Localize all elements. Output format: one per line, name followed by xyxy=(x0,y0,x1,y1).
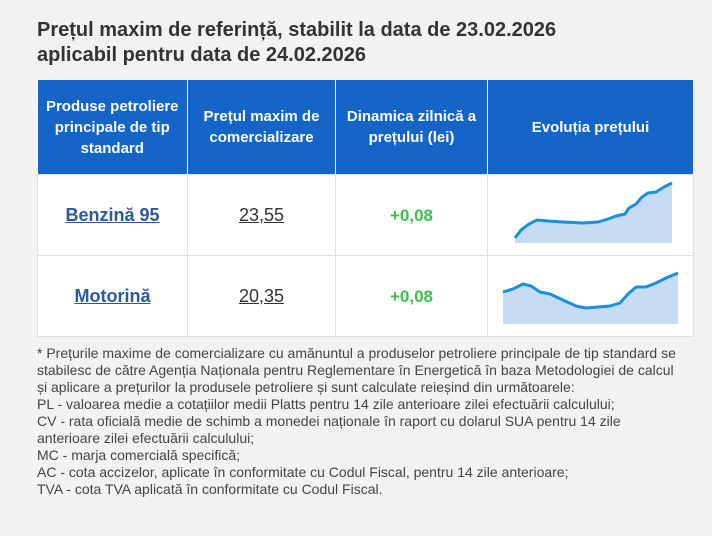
product-link[interactable]: Benzină 95 xyxy=(65,204,160,225)
row: Benzină 95 23,55 +0,08 xyxy=(37,174,694,256)
column-header: Dinamica zilnică a prețului (lei) xyxy=(335,80,488,175)
column-header: Evoluția prețului xyxy=(487,80,694,175)
footnote-line: PL - valoarea medie a cotațiilor medii P… xyxy=(37,396,615,412)
header-row: Produse petroliere principale de tip sta… xyxy=(37,80,694,175)
column-header: Prețul maxim de comercializare xyxy=(187,80,336,175)
price[interactable]: 20,35 xyxy=(238,285,285,306)
price-table: Produse petroliere principale de tip sta… xyxy=(37,80,694,337)
title-line: aplicabil pentru data de 24.02.2026 xyxy=(37,44,367,66)
footnote-line: MC - marja comercială specifică; xyxy=(37,447,241,463)
footnote-line: TVA - cota TVA aplicată în conformitate … xyxy=(37,481,383,497)
footnote-line: CV - rata oficială medie de schimb a mon… xyxy=(37,413,621,446)
title: Prețul maxim de referință, stabilit la d… xyxy=(37,18,693,68)
footnote: * Prețurile maxime de comercializare cu … xyxy=(37,345,687,498)
footnote-line: AC - cota accizelor, aplicate în conform… xyxy=(37,464,569,480)
title-line: Prețul maxim de referință, stabilit la d… xyxy=(37,19,557,41)
column-header: Produse petroliere principale de tip sta… xyxy=(37,80,188,175)
change: +0,08 xyxy=(389,205,433,225)
sparkline xyxy=(502,271,679,324)
price[interactable]: 23,55 xyxy=(238,204,285,225)
change: +0,08 xyxy=(389,286,433,306)
sparkline xyxy=(513,181,673,243)
product-link[interactable]: Motorină xyxy=(74,285,151,306)
row: Motorină 20,35 +0,08 xyxy=(37,255,694,337)
footnote-line: * Prețurile maxime de comercializare cu … xyxy=(37,345,676,395)
content: Prețul maxim de referință, stabilit la d… xyxy=(37,18,694,498)
